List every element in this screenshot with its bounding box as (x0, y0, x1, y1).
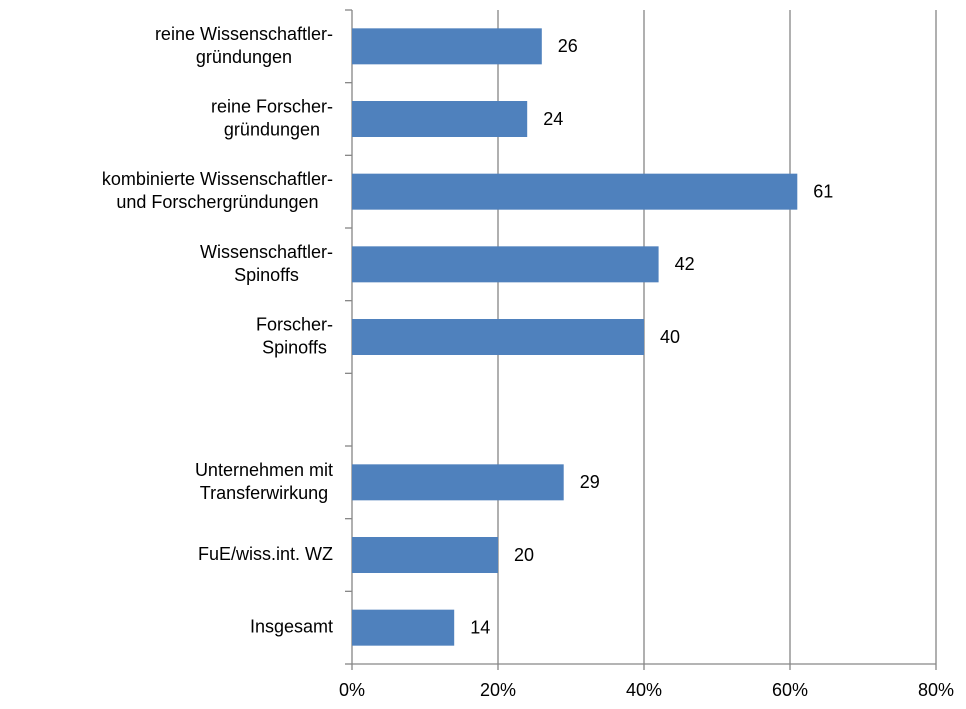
y-tick-label: kombinierte Wissenschaftler-und Forscher… (102, 169, 333, 212)
y-tick-label: Forscher-Spinoffs (256, 314, 333, 357)
y-tick-label: reine Wissenschaftler-gründungen (155, 24, 333, 67)
y-tick-label: FuE/wiss.int. WZ (198, 544, 333, 564)
y-tick-label: Insgesamt (250, 616, 333, 636)
x-tick-label: 0% (339, 680, 365, 700)
bar (352, 319, 644, 355)
data-label: 26 (558, 36, 578, 56)
bar (352, 609, 455, 646)
y-tick-label: reine Forscher-gründungen (211, 96, 333, 139)
data-label: 20 (514, 545, 534, 565)
data-label: 29 (580, 472, 600, 492)
bar (352, 28, 542, 65)
bar (352, 173, 798, 210)
x-tick-label: 20% (480, 680, 516, 700)
y-tick-label: Wissenschaftler-Spinoffs (200, 242, 333, 285)
data-label: 24 (543, 109, 563, 129)
bar (352, 101, 528, 137)
x-tick-label: 40% (626, 680, 662, 700)
bar (352, 464, 564, 501)
data-label: 61 (813, 181, 833, 201)
x-tick-label: 80% (918, 680, 954, 700)
x-tick-label: 60% (772, 680, 808, 700)
data-label: 40 (660, 327, 680, 347)
data-label: 14 (470, 617, 490, 637)
bar (352, 246, 659, 283)
data-label: 42 (675, 254, 695, 274)
y-tick-label: Unternehmen mit Transferwirkung (195, 460, 333, 503)
bar (352, 537, 498, 573)
